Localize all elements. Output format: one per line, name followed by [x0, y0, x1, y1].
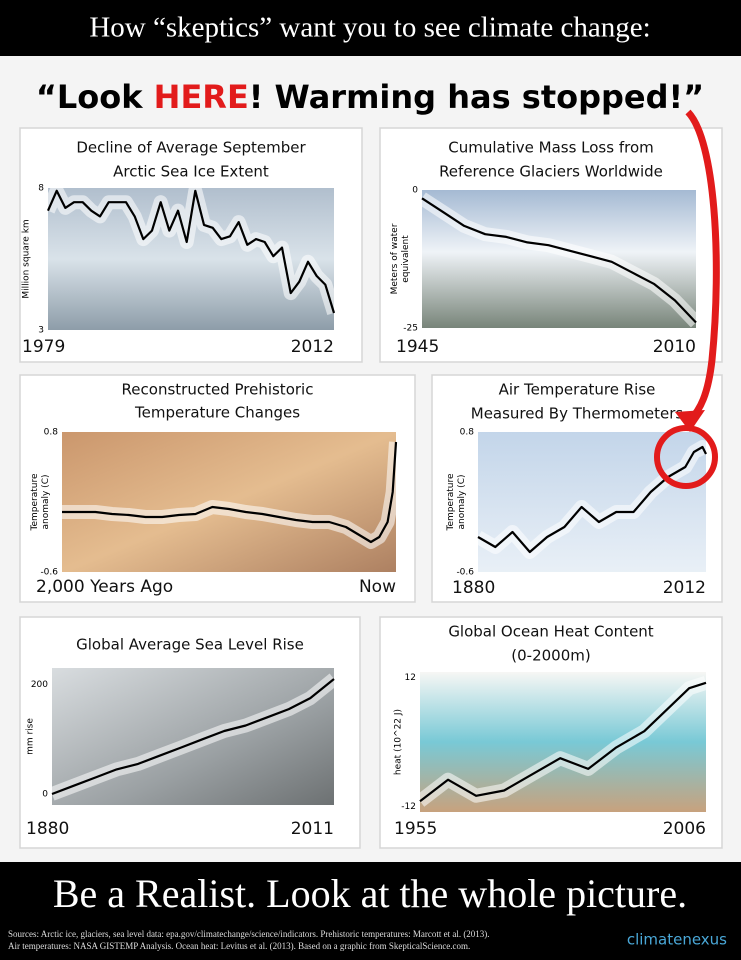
chart-title: Reconstructed Prehistoric — [122, 381, 314, 399]
y-axis-label: heat (10^22 J) — [394, 709, 404, 775]
y-tick-label: 0 — [412, 186, 418, 196]
x-tick-label: 2006 — [663, 819, 706, 839]
x-tick-label: 1979 — [22, 337, 65, 357]
y-axis-label: Temperature — [446, 473, 456, 531]
y-axis-label: Temperature — [30, 473, 40, 531]
y-tick-label: 0.8 — [460, 428, 475, 438]
chart-title: Measured By Thermometers — [471, 405, 684, 423]
y-tick-label: 0 — [42, 790, 48, 800]
chart-title: Decline of Average September — [76, 139, 306, 157]
y-tick-label: -0.6 — [40, 568, 58, 578]
logo: climatenexus — [627, 931, 727, 949]
y-tick-label: 200 — [31, 680, 48, 690]
x-tick-label: 2011 — [291, 819, 334, 839]
y-axis-label: Meters of water — [390, 223, 400, 294]
data-line — [477, 445, 707, 554]
y-tick-label: 3 — [38, 326, 44, 336]
chart-title: Global Ocean Heat Content — [448, 623, 653, 641]
header: How “skeptics” want you to see climate c… — [89, 12, 650, 44]
quote: “Look HERE! Warming has stopped!” — [36, 78, 704, 116]
chart-title: Reference Glaciers Worldwide — [439, 163, 663, 181]
y-tick-label: 12 — [405, 673, 416, 683]
photo — [422, 190, 696, 328]
x-tick-label: 2012 — [291, 337, 334, 357]
x-tick-label: Now — [359, 577, 396, 597]
y-tick-label: -0.6 — [456, 568, 474, 578]
y-axis-label: anomaly (C) — [457, 474, 467, 529]
x-tick-label: 2010 — [653, 337, 696, 357]
x-tick-label: 1945 — [396, 337, 439, 357]
y-axis-label: mm rise — [26, 718, 36, 755]
data-line — [46, 189, 336, 314]
sources: Sources: Arctic ice, glaciers, sea level… — [8, 929, 490, 939]
header-bar — [0, 0, 741, 56]
data-line — [62, 441, 398, 544]
x-tick-label: 1880 — [452, 578, 495, 598]
chart-title: Arctic Sea Ice Extent — [113, 163, 269, 181]
data-line — [421, 197, 697, 324]
tagline: Be a Realist. Look at the whole picture. — [53, 871, 687, 916]
y-axis-label: anomaly (C) — [41, 474, 51, 529]
chart-title: Global Average Sea Level Rise — [76, 636, 304, 654]
y-axis-label: Million square km — [22, 219, 32, 298]
chart-title: Cumulative Mass Loss from — [448, 139, 654, 157]
x-tick-label: 1955 — [394, 819, 437, 839]
arrow-head — [675, 410, 705, 432]
quote-end: ! Warming has stopped!” — [249, 78, 704, 116]
x-tick-label: 2,000 Years Ago — [36, 577, 173, 597]
x-tick-label: 1880 — [26, 819, 69, 839]
highlight-circle — [654, 425, 718, 489]
chart-title: Air Temperature Rise — [499, 381, 656, 399]
y-tick-label: 8 — [38, 184, 44, 194]
data-line — [51, 678, 335, 796]
y-tick-label: 0.8 — [44, 428, 59, 438]
y-tick-label: -12 — [401, 802, 416, 812]
footer-bar — [0, 862, 741, 960]
sources: Air temperatures: NASA GISTEMP Analysis.… — [8, 941, 470, 951]
x-tick-label: 2012 — [663, 578, 706, 598]
y-tick-label: -25 — [403, 324, 418, 334]
chart-title: Temperature Changes — [134, 404, 300, 422]
arrow — [685, 109, 720, 423]
photo — [478, 432, 706, 572]
y-axis-label: equivalent — [401, 235, 411, 283]
data-line — [419, 681, 707, 803]
chart-title: (0-2000m) — [511, 647, 590, 665]
quote-start: “Look — [36, 78, 154, 116]
quote-emphasis: HERE — [154, 78, 249, 116]
